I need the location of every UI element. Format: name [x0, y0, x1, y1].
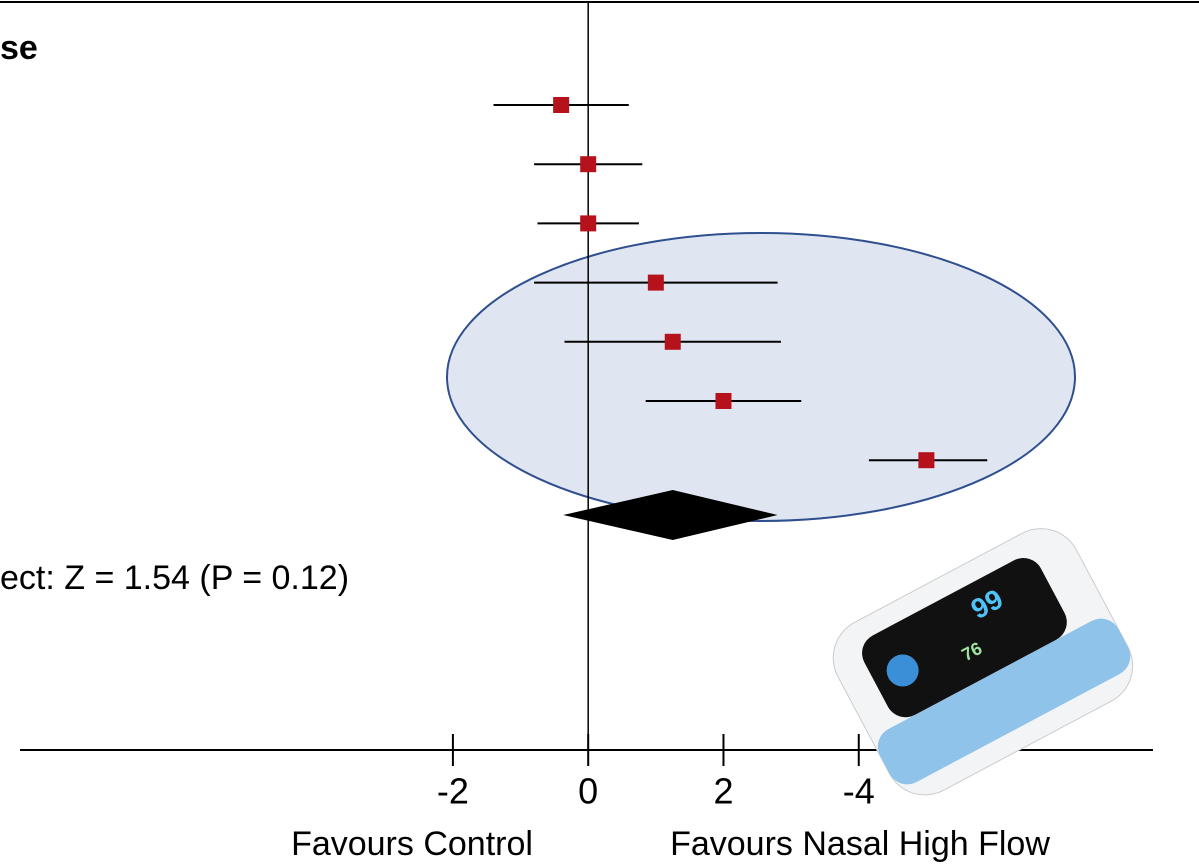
x-label-left: Favours Control [291, 825, 533, 863]
point-estimate [580, 156, 597, 173]
point-estimate [553, 97, 570, 113]
point-estimate [580, 215, 597, 232]
x-label-right: Favours Nasal High Flow [670, 825, 1050, 863]
point-estimate [664, 333, 681, 350]
annotation: ect: Z = 1.54 (P = 0.12) [0, 559, 349, 597]
x-tick-label: 0 [578, 771, 598, 812]
point-estimate [918, 452, 935, 469]
highlight-ellipse [446, 232, 1076, 522]
x-tick-label: -4 [843, 771, 875, 812]
device-band [877, 618, 1131, 785]
point-estimate [647, 274, 664, 291]
x-tick-label: -2 [437, 771, 469, 812]
device-button [886, 654, 919, 687]
chart-title: se [0, 29, 38, 67]
x-tick-label: 2 [713, 771, 733, 812]
summary-diamond [563, 490, 778, 540]
point-estimate [715, 393, 732, 409]
pulse-oximeter-image: 99 76 [832, 528, 1134, 796]
